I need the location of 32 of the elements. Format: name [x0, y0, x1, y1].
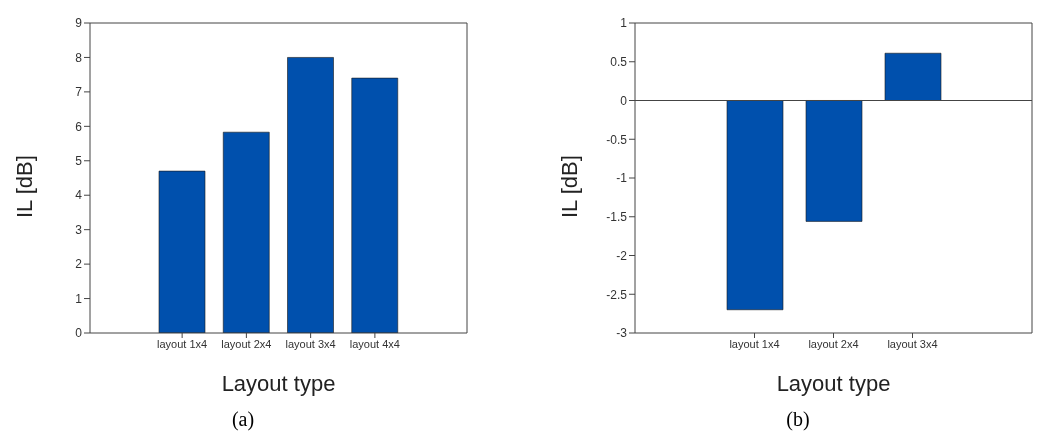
x-tick-label: layout 3x4	[285, 337, 336, 350]
y-tick-label: -1	[616, 171, 628, 186]
y-tick-label: -2.5	[606, 287, 628, 302]
y-tick-label: 8	[75, 50, 83, 65]
y-tick-label: -1.5	[606, 210, 628, 225]
y-tick-label: 3	[75, 222, 83, 237]
x-tick-label: layout 1x4	[157, 337, 208, 350]
x-axis-title: Layout type	[221, 371, 336, 396]
y-tick-label: 9	[75, 16, 83, 31]
y-axis-title: IL [dB]	[556, 155, 582, 218]
y-tick-label: -0.5	[606, 132, 628, 147]
y-tick-label: 0.5	[610, 55, 628, 70]
x-tick-label: layout 2x4	[808, 337, 859, 350]
y-tick-label: 1	[620, 16, 628, 31]
y-tick-label: 6	[75, 119, 83, 134]
x-axis-title: Layout type	[776, 371, 891, 396]
x-tick-label: layout 2x4	[221, 337, 272, 350]
x-tick-label: layout 1x4	[729, 337, 780, 350]
y-tick-label: 4	[75, 188, 83, 203]
y-tick-label: 1	[75, 291, 83, 306]
x-tick-label: layout 3x4	[887, 337, 938, 350]
y-tick-label: 5	[75, 154, 83, 169]
y-axis-title: IL [dB]	[11, 155, 37, 218]
text: (b)	[785, 408, 811, 431]
y-tick-label: 0	[75, 326, 83, 341]
y-tick-label: -2	[616, 248, 628, 263]
y-tick-label: 0	[620, 93, 628, 108]
y-tick-label: -3	[616, 326, 628, 341]
text: (a)	[230, 408, 256, 431]
y-tick-label: 2	[75, 257, 83, 272]
y-tick-label: 7	[75, 85, 83, 100]
x-tick-label: layout 4x4	[349, 337, 400, 350]
